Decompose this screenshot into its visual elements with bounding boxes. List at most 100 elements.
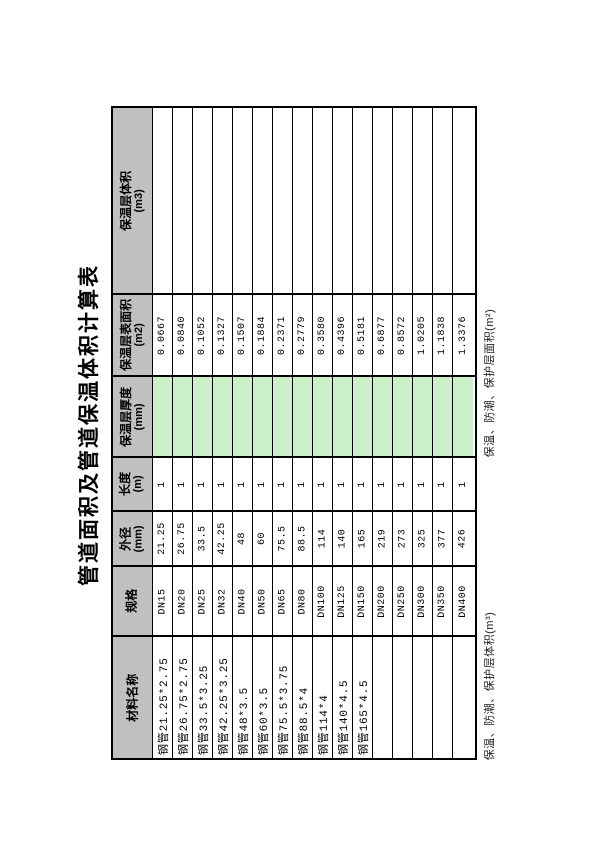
cell-thickness-DN300 [413, 377, 433, 456]
cell-volume-DN350 [433, 108, 453, 293]
note-volume: 保温、防潮、保护层体积(m³) [484, 611, 496, 761]
cell-outer_diameter-DN200: 219 [373, 512, 393, 565]
cell-surface-DN32: 0.1327 [213, 295, 233, 375]
cell-material-DN350 [433, 637, 453, 758]
cell-length-DN80: 1 [293, 458, 313, 510]
cell-thickness-DN15 [153, 377, 173, 456]
cell-surface-DN250: 0.8572 [393, 295, 413, 375]
cell-material-DN65: 钢管75.5*3.75 [273, 637, 293, 758]
insulation-calculation-table: 保温层体积 (m3) 保温层表面积 (m2) 0.0667 0.0840 0.1052 0.1… [111, 106, 477, 760]
cell-spec-DN400: DN400 [453, 567, 473, 635]
cell-volume-DN400 [453, 108, 473, 293]
cell-spec-DN50: DN50 [253, 567, 273, 635]
cell-value: DN25 [197, 587, 209, 615]
cell-surface-DN50: 0.1884 [253, 295, 273, 375]
cell-value: 26.75 [177, 522, 189, 555]
cell-value: 钢管114*4 [318, 694, 331, 755]
cell-volume-DN65 [273, 108, 293, 293]
cell-value: 钢管75.5*3.75 [278, 664, 291, 755]
cell-surface-DN300: 1.0205 [413, 295, 433, 375]
cell-volume-DN15 [153, 108, 173, 293]
cell-surface-DN400: 1.3376 [453, 295, 473, 375]
cell-surface-DN100: 0.3580 [313, 295, 333, 375]
cell-value: 140 [337, 528, 349, 549]
cell-value: 1 [356, 480, 368, 488]
cell-material-DN300 [413, 637, 433, 758]
cell-thickness-DN100 [313, 377, 333, 456]
cell-value: 60 [256, 531, 268, 546]
table-column-band-length: 长度 (m) 1 1 1 1 1 1 1 1 1 1 1 1 1 1 1 1 [113, 458, 475, 512]
cell-value: 114 [317, 528, 329, 549]
cell-thickness-DN50 [253, 377, 273, 456]
cell-spec-DN100: DN100 [313, 567, 333, 635]
cell-length-DN300: 1 [413, 458, 433, 510]
cell-value: DN40 [237, 587, 249, 615]
cell-material-DN250 [393, 637, 413, 758]
table-column-band-spec: 规格 DN15 DN20 DN25 DN32 DN40 DN50 DN65 DN80 DN100 D… [113, 567, 475, 637]
cell-value: 钢管21.25*2.75 [158, 657, 171, 755]
cell-spec-DN125: DN125 [333, 567, 353, 635]
cell-value: 0.6877 [377, 315, 389, 355]
cell-surface-DN15: 0.0667 [153, 295, 173, 375]
cell-length-DN20: 1 [173, 458, 193, 510]
cell-value: 钢管26.75*2.75 [178, 657, 191, 755]
cell-value: 1 [236, 480, 248, 488]
cell-value: 1 [457, 480, 469, 488]
cell-material-DN20: 钢管26.75*2.75 [173, 637, 193, 758]
cell-volume-DN80 [293, 108, 313, 293]
cell-spec-DN350: DN350 [433, 567, 453, 635]
cell-outer_diameter-DN80: 88.5 [293, 512, 313, 565]
cell-value: 钢管60*3.5 [258, 686, 271, 755]
column-header-thickness: 保温层厚度 (mm) [113, 377, 153, 456]
cell-thickness-DN25 [193, 377, 213, 456]
cell-value: DN350 [437, 584, 449, 618]
cell-value: 1 [336, 480, 348, 488]
cell-value: 钢管42.25*3.25 [218, 657, 231, 755]
cell-value: 1 [416, 480, 428, 488]
cell-value: 1 [196, 480, 208, 488]
cell-surface-DN200: 0.6877 [373, 295, 393, 375]
cell-value: DN125 [337, 584, 349, 618]
cell-spec-DN200: DN200 [373, 567, 393, 635]
cell-spec-DN32: DN32 [213, 567, 233, 635]
cell-material-DN40: 钢管48*3.5 [233, 637, 253, 758]
cell-thickness-DN32 [213, 377, 233, 456]
cell-volume-DN300 [413, 108, 433, 293]
cell-length-DN125: 1 [333, 458, 353, 510]
cell-outer_diameter-DN100: 114 [313, 512, 333, 565]
cell-value: DN100 [317, 584, 329, 618]
cell-outer_diameter-DN65: 75.5 [273, 512, 293, 565]
table-column-band-volume: 保温层体积 (m3) [113, 108, 475, 295]
note-surface-area: 保温、防潮、保护层面积(m²) [484, 308, 496, 458]
cell-spec-DN40: DN40 [233, 567, 253, 635]
cell-value: 0.1327 [217, 315, 229, 355]
column-header-label: 外径 (mm) [118, 525, 146, 552]
cell-value: 钢管88.5*4 [298, 686, 311, 755]
cell-material-DN80: 钢管88.5*4 [293, 637, 313, 758]
cell-value: 0.1507 [237, 315, 249, 355]
cell-value: 1.1838 [437, 315, 449, 355]
cell-material-DN150: 钢管165*4.5 [353, 637, 373, 758]
column-header-label: 长度 (m) [118, 471, 146, 497]
cell-spec-DN25: DN25 [193, 567, 213, 635]
cell-value: 0.0667 [157, 315, 169, 355]
cell-spec-DN250: DN250 [393, 567, 413, 635]
cell-volume-DN250 [393, 108, 413, 293]
cell-value: 0.3580 [317, 315, 329, 355]
cell-volume-DN200 [373, 108, 393, 293]
column-header-label: 保温层体积 (m3) [118, 170, 146, 231]
cell-volume-DN150 [353, 108, 373, 293]
cell-length-DN100: 1 [313, 458, 333, 510]
cell-value: 1 [316, 480, 328, 488]
cell-volume-DN125 [333, 108, 353, 293]
cell-value: 1 [176, 480, 188, 488]
cell-value: 75.5 [277, 525, 289, 552]
cell-spec-DN65: DN65 [273, 567, 293, 635]
cell-spec-DN15: DN15 [153, 567, 173, 635]
cell-surface-DN150: 0.5181 [353, 295, 373, 375]
cell-value: 1 [296, 480, 308, 488]
cell-value: DN300 [417, 584, 429, 618]
cell-length-DN15: 1 [153, 458, 173, 510]
cell-material-DN25: 钢管33.5*3.25 [193, 637, 213, 758]
cell-value: 1 [276, 480, 288, 488]
